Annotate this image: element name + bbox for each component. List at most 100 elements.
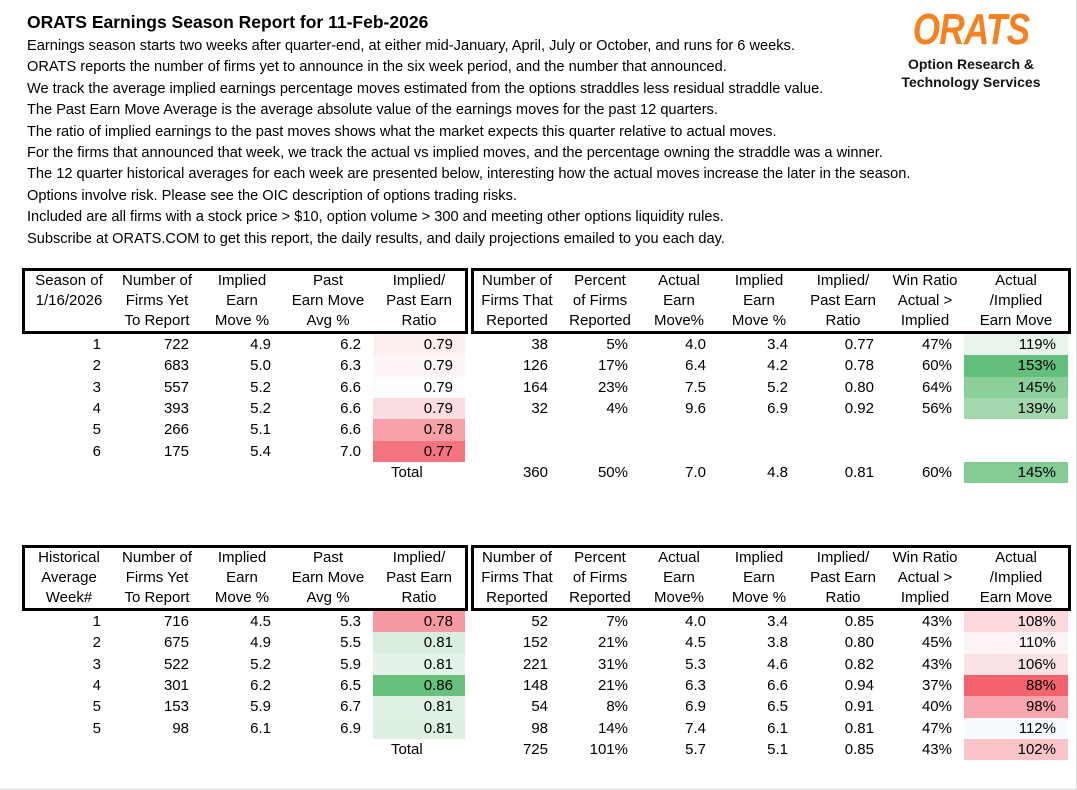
header-box-right: Number of Firms That Reported Percent of Fir…: [471, 545, 1071, 612]
table-cell: 23%: [597, 378, 628, 396]
season-table: Season of 1/16/2026 Number of Firms Yet To R…: [0, 268, 1076, 484]
total-row: Total 725 101% 5.7 5.1 0.85 43% 102%: [25, 738, 1076, 761]
table-cell: 17%: [597, 357, 628, 375]
table-row: 5 98 6.1 6.9 0.81 98 14% 7.4 6.1 0.81 47% 112%: [25, 717, 1076, 739]
table-cell: 6.4: [685, 357, 706, 375]
table-cell: 0.81: [373, 696, 465, 718]
table-cell: 4.2: [767, 357, 788, 375]
column-header-line: Ratio: [401, 312, 437, 330]
table-cell: 725: [522, 740, 548, 758]
column-header-line: Average: [41, 569, 97, 587]
table-cell: 1: [92, 336, 101, 354]
column-header: Actual/Implied Earn Move: [964, 548, 1068, 608]
total-row: Total 360 50% 7.0 4.8 0.81 60% 145%: [25, 461, 1076, 484]
table-cell: 6.9: [340, 719, 361, 737]
table-cell: 5: [92, 698, 101, 716]
table-cell: 0.82: [844, 655, 874, 673]
table-cell: 4.6: [767, 655, 788, 673]
table-cell: 0.78: [373, 611, 465, 633]
table-cell: 43%: [921, 613, 952, 631]
column-header-line: Implied/: [816, 549, 870, 567]
table-cell: 393: [163, 399, 189, 417]
table-cell: 7.0: [685, 463, 706, 481]
table-cell: 4: [92, 677, 101, 695]
column-header-line: Earn: [663, 292, 695, 310]
orats-logo-subtitle: Option Research & Technology Services: [886, 56, 1056, 91]
table-cell: 7.4: [685, 719, 706, 737]
table-cell: 6.5: [767, 698, 788, 716]
column-header-line: Implied/: [392, 272, 446, 290]
table-cell: 6.6: [767, 677, 788, 695]
table-cell: 5.5: [340, 634, 361, 652]
table-cell: 6.6: [340, 421, 361, 439]
table-cell: 6.3: [340, 357, 361, 375]
intro-line: For the firms that announced that week, …: [27, 145, 883, 162]
table-cell: 32: [531, 399, 548, 417]
table-cell: 4.0: [685, 336, 706, 354]
table-cell: 722: [163, 336, 189, 354]
table-row: 4 301 6.2 6.5 0.86 148 21% 6.3 6.6 0.94 37% 88%: [25, 675, 1076, 697]
table-row: 5 153 5.9 6.7 0.81 54 8% 6.9 6.5 0.91 40% 98%: [25, 696, 1076, 718]
column-header-line: Earn Move: [979, 589, 1053, 607]
column-header-line: Reported: [486, 589, 548, 607]
table-cell: 221: [522, 655, 548, 673]
column-header: Implied/Past Earn Ratio: [373, 271, 465, 331]
table-cell: 4.9: [250, 336, 271, 354]
column-header-line: Firms That: [481, 569, 553, 587]
column-header: Number of Firms Yet To Report: [113, 548, 201, 608]
table-cell: 102%: [964, 738, 1068, 761]
column-header-line: /Implied: [989, 292, 1043, 310]
table-cell: 0.79: [373, 334, 465, 356]
column-header: Implied/Past Earn Ratio: [800, 271, 886, 331]
column-header-line: Firms Yet: [125, 569, 189, 587]
column-header: Implied Earn Move %: [718, 271, 800, 331]
column-header: Number of Firms Yet To Report: [113, 271, 201, 331]
table-cell: 98: [172, 719, 189, 737]
intro-line: Options involve risk. Please see the OIC…: [27, 187, 517, 204]
column-header-line: To Report: [124, 589, 190, 607]
column-header: Past Earn Move Avg %: [283, 271, 373, 331]
column-header-line: Actual >: [897, 569, 953, 587]
table-cell: [474, 419, 560, 440]
table-cell: 0.79: [373, 376, 465, 398]
intro-line: ORATS reports the number of firms yet to…: [27, 59, 727, 76]
header-box-left: Historical Average Week# Number of Firms Yet…: [22, 545, 468, 612]
table-cell: Total: [391, 463, 423, 481]
table-cell: 0.78: [373, 419, 465, 441]
table-cell: 31%: [597, 655, 628, 673]
table-cell: 43%: [921, 740, 952, 758]
table-row: 2 675 4.9 5.5 0.81 152 21% 4.5 3.8 0.80 45% 110%: [25, 632, 1076, 654]
column-header-line: Week#: [45, 589, 93, 607]
table-cell: 1: [92, 613, 101, 631]
table-cell: 4.5: [250, 613, 271, 631]
table-cell: 5.9: [250, 698, 271, 716]
column-header-line: Earn: [226, 569, 258, 587]
table-cell: 6.3: [685, 677, 706, 695]
table-cell: 175: [163, 442, 189, 460]
column-header-line: Avg %: [306, 312, 350, 330]
table-cell: 6.6: [340, 378, 361, 396]
table-cell: [25, 739, 113, 760]
table-cell: [800, 419, 886, 440]
table-cell: 4.9: [250, 634, 271, 652]
table-cell: 145%: [964, 376, 1068, 398]
table-cell: 126: [522, 357, 548, 375]
table-cell: 106%: [964, 653, 1068, 676]
table-row: 1 722 4.9 6.2 0.79 38 5% 4.0 3.4 0.77 47% 119%: [25, 334, 1076, 356]
table-cell: 5.7: [685, 740, 706, 758]
column-header: Actual/Implied Earn Move: [964, 271, 1068, 331]
table-cell: 64%: [921, 378, 952, 396]
column-header-line: Earn Move: [979, 312, 1053, 330]
column-header: Win Ratio Actual > Implied: [886, 271, 964, 331]
table-cell: 0.77: [844, 336, 874, 354]
column-header-line: Earn: [743, 569, 775, 587]
column-header-line: Actual >: [897, 292, 953, 310]
table-cell: 101%: [589, 740, 628, 758]
column-header-line: Implied/: [816, 272, 870, 290]
column-header-line: Earn Move: [291, 569, 365, 587]
table-cell: [640, 419, 718, 440]
table-cell: 98: [531, 719, 548, 737]
table-cell: 164: [522, 378, 548, 396]
table-cell: 47%: [921, 336, 952, 354]
table-cell: 4.5: [685, 634, 706, 652]
